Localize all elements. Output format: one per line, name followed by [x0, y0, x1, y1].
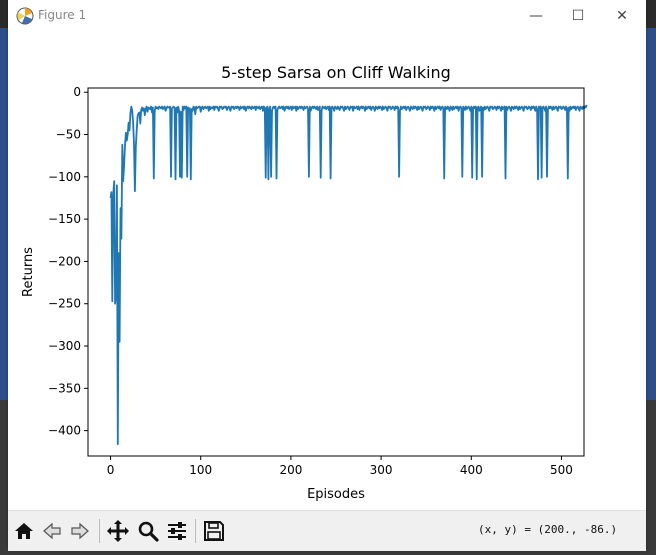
figure-window: Figure 1 — ☐ ✕ 5-step Sarsa on Cliff Wal…	[8, 0, 646, 551]
configure-subplots-button[interactable]	[163, 517, 191, 545]
y-tick-label: −250	[48, 297, 81, 311]
matplotlib-app-icon	[16, 7, 34, 25]
maximize-button[interactable]: ☐	[571, 7, 585, 24]
y-tick-label: −100	[48, 170, 81, 184]
window-title: Figure 1	[38, 8, 87, 22]
forward-button[interactable]	[66, 517, 94, 545]
forward-icon	[71, 522, 89, 540]
navigation-toolbar: (x, y) = (200., -86.)	[8, 510, 646, 551]
minimize-button[interactable]: —	[529, 7, 543, 24]
home-button[interactable]	[10, 517, 38, 545]
pan-icon	[107, 520, 129, 542]
zoom-icon	[138, 521, 159, 542]
back-icon	[43, 522, 61, 540]
x-tick-label: 100	[189, 463, 212, 477]
toolbar-separator	[195, 519, 196, 543]
figure-canvas[interactable]: 5-step Sarsa on Cliff Walking 0 100 200 300 4…	[8, 31, 646, 510]
y-tick-label: −50	[56, 128, 81, 142]
x-tick-label: 500	[550, 463, 573, 477]
x-tick-label: 400	[460, 463, 483, 477]
back-button[interactable]	[38, 517, 66, 545]
y-tick-label: −350	[48, 381, 81, 395]
configure-subplots-icon	[168, 522, 186, 540]
zoom-button[interactable]	[134, 517, 162, 545]
x-axis-label: Episodes	[307, 487, 365, 502]
x-tick-label: 300	[370, 463, 393, 477]
close-button[interactable]: ✕	[616, 7, 628, 24]
cursor-coordinates: (x, y) = (200., -86.)	[478, 523, 618, 536]
y-tick-label: −300	[48, 339, 81, 353]
save-icon	[204, 521, 224, 541]
series-line-returns	[109, 104, 588, 446]
title-bar[interactable]: Figure 1 — ☐ ✕	[8, 0, 646, 31]
x-tick-label: 200	[279, 463, 302, 477]
home-icon	[15, 523, 33, 539]
y-axis-label: Returns	[21, 247, 36, 297]
axes-frame	[87, 87, 585, 457]
save-button[interactable]	[200, 517, 228, 545]
y-tick-label: −150	[48, 212, 81, 226]
x-tick-label: 0	[107, 463, 115, 477]
line-chart: 5-step Sarsa on Cliff Walking 0 100 200 300 4…	[21, 63, 588, 502]
chart-title: 5-step Sarsa on Cliff Walking	[221, 63, 451, 82]
y-tick-label: −400	[48, 424, 81, 438]
y-tick-label: −200	[48, 254, 81, 268]
y-tick-label: 0	[73, 85, 81, 99]
pan-button[interactable]	[104, 517, 132, 545]
toolbar-separator	[99, 519, 100, 543]
